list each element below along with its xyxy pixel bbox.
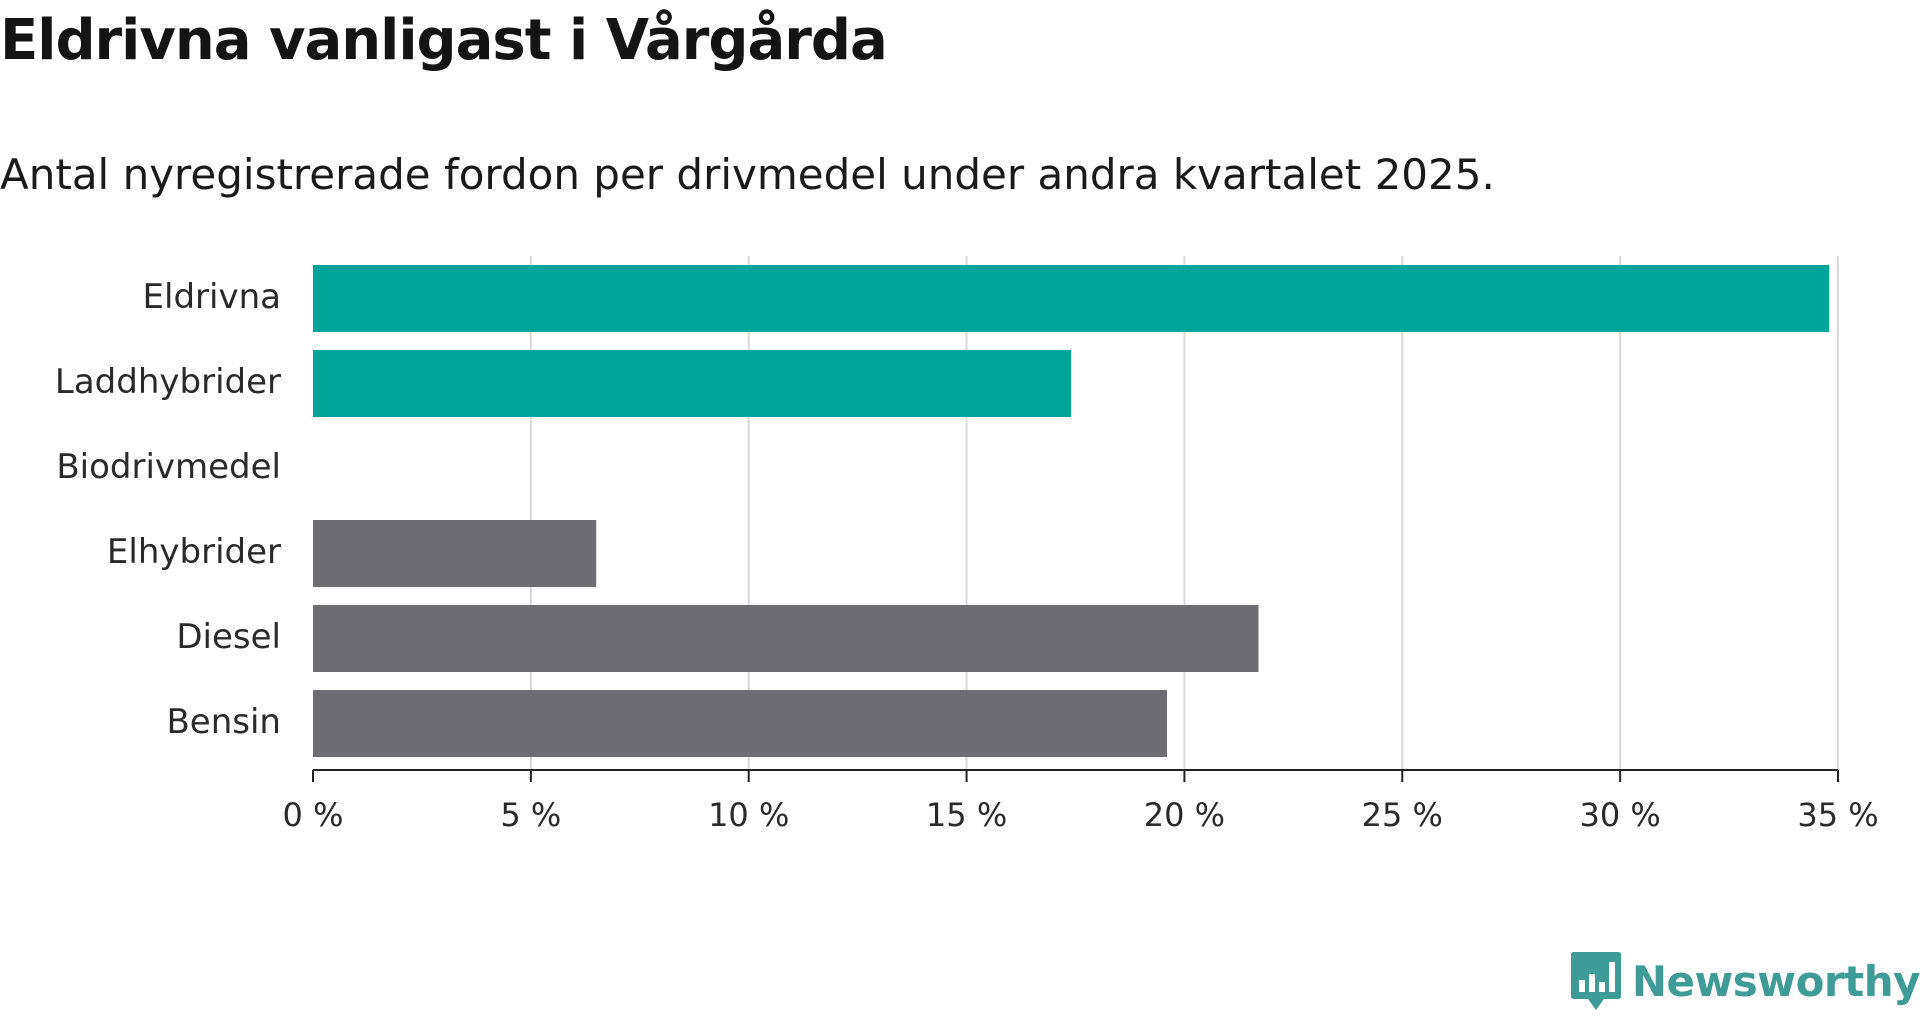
category-label: Biodrivmedel xyxy=(56,447,281,487)
category-label: Bensin xyxy=(166,702,281,742)
category-label: Elhybrider xyxy=(107,532,281,572)
bar-diesel xyxy=(313,605,1259,672)
bars xyxy=(313,265,1830,757)
x-tick-label: 5 % xyxy=(500,796,561,834)
chart-subtitle: Antal nyregistrerade fordon per drivmede… xyxy=(0,150,1495,199)
x-tick-label: 35 % xyxy=(1797,796,1878,834)
bar-bensin xyxy=(313,690,1167,757)
bar-laddhybrider xyxy=(313,350,1072,417)
bar-chart: 0 % 5 % 10 % 15 % 20 % 25 % 30 % 35 % Eldrivna L… xyxy=(55,256,1879,834)
category-label: Laddhybrider xyxy=(55,362,281,402)
bar-elhybrider xyxy=(313,520,597,587)
x-tick-label: 10 % xyxy=(708,796,789,834)
gridlines xyxy=(529,256,1839,770)
logo-text: Newsworthy xyxy=(1631,956,1920,1006)
bar-chart-speech-icon xyxy=(1570,952,1621,1010)
x-tick-label: 20 % xyxy=(1144,796,1225,834)
x-tick-label: 30 % xyxy=(1579,796,1660,834)
category-label: Diesel xyxy=(176,617,281,657)
category-label: Eldrivna xyxy=(143,277,281,317)
bar-eldrivna xyxy=(313,265,1830,332)
x-tick-label: 15 % xyxy=(926,796,1007,834)
x-tick-label: 25 % xyxy=(1362,796,1443,834)
x-tick-label: 0 % xyxy=(283,796,344,834)
newsworthy-logo: Newsworthy xyxy=(1570,946,1920,1016)
chart-title: Eldrivna vanligast i Vårgårda xyxy=(0,8,888,73)
x-axis: 0 % 5 % 10 % 15 % 20 % 25 % 30 % 35 % xyxy=(283,769,1879,834)
category-labels: Eldrivna Laddhybrider Biodrivmedel Elhybrid… xyxy=(55,277,281,742)
